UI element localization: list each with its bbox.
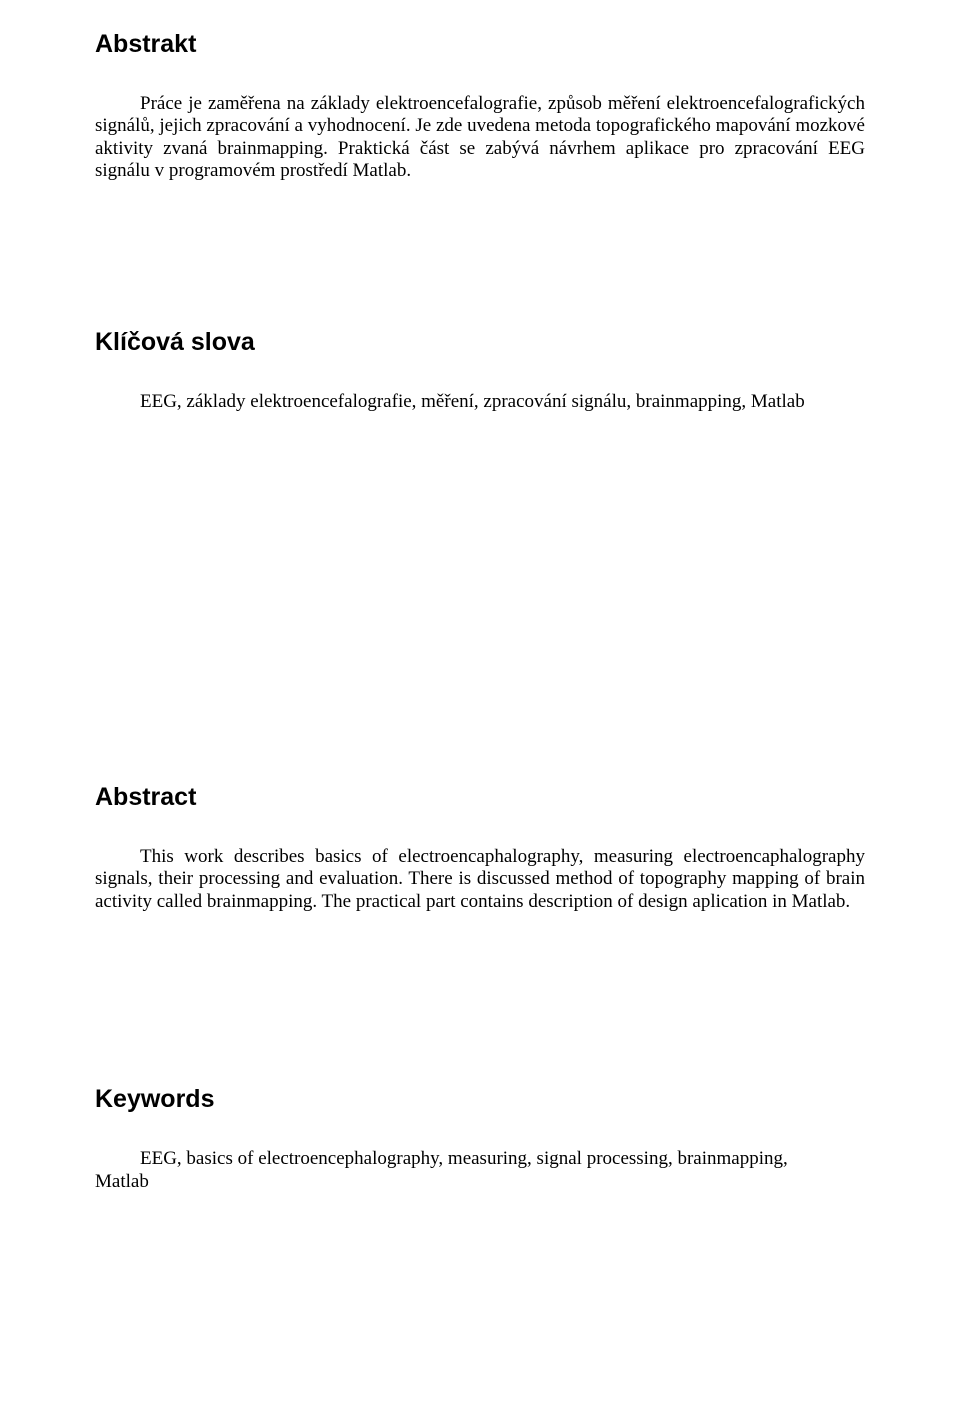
keywords-heading: Keywords [95,1085,865,1114]
klicova-slova-paragraph: EEG, základy elektroencefalografie, měře… [95,391,865,413]
keywords-section: Keywords EEG, basics of electroencephalo… [95,1085,865,1193]
keywords-line-2: Matlab [95,1171,865,1193]
abstract-en-paragraph: This work describes basics of electroenc… [95,846,865,913]
keywords-line-1: EEG, basics of electroencephalography, m… [95,1148,865,1170]
abstrakt-heading: Abstrakt [95,30,865,59]
klicova-slova-heading: Klíčová slova [95,328,865,357]
abstrakt-section: Abstrakt Práce je zaměřena na základy el… [95,30,865,183]
abstract-en-heading: Abstract [95,783,865,812]
abstract-en-section: Abstract This work describes basics of e… [95,783,865,913]
abstrakt-paragraph: Práce je zaměřena na základy elektroence… [95,93,865,183]
document-page: Abstrakt Práce je zaměřena na základy el… [0,0,960,1424]
klicova-slova-section: Klíčová slova EEG, základy elektroencefa… [95,328,865,413]
